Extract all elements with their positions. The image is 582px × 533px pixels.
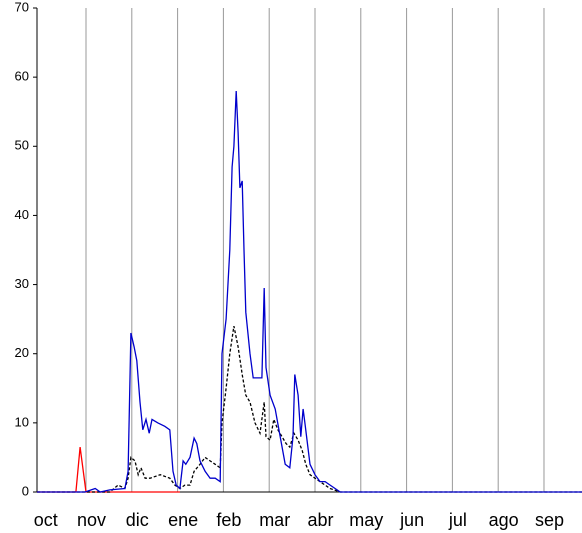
x-tick-label: nov	[77, 510, 106, 530]
y-tick-label: 40	[15, 207, 29, 222]
y-tick-label: 50	[15, 138, 29, 153]
x-tick-label: sep	[535, 510, 564, 530]
series-line	[37, 90, 582, 493]
x-tick-label: abr	[307, 510, 333, 530]
y-tick-label: 30	[15, 276, 29, 291]
x-tick-label: ene	[168, 510, 198, 530]
y-tick-label: 10	[15, 414, 29, 429]
y-tick-label: 20	[15, 345, 29, 360]
x-tick-label: mar	[259, 510, 290, 530]
x-tick-label: feb	[216, 510, 241, 530]
x-tick-label: ago	[489, 510, 519, 530]
x-tick-label: jul	[448, 510, 467, 530]
x-tick-label: jun	[399, 510, 424, 530]
y-tick-label: 60	[15, 69, 29, 84]
y-tick-label: 70	[15, 0, 29, 14]
x-tick-label: may	[349, 510, 383, 530]
y-tick-label: 0	[22, 483, 29, 498]
x-tick-label: oct	[34, 510, 58, 530]
series-line	[37, 325, 582, 493]
series-line	[37, 447, 180, 493]
x-tick-label: dic	[126, 510, 149, 530]
